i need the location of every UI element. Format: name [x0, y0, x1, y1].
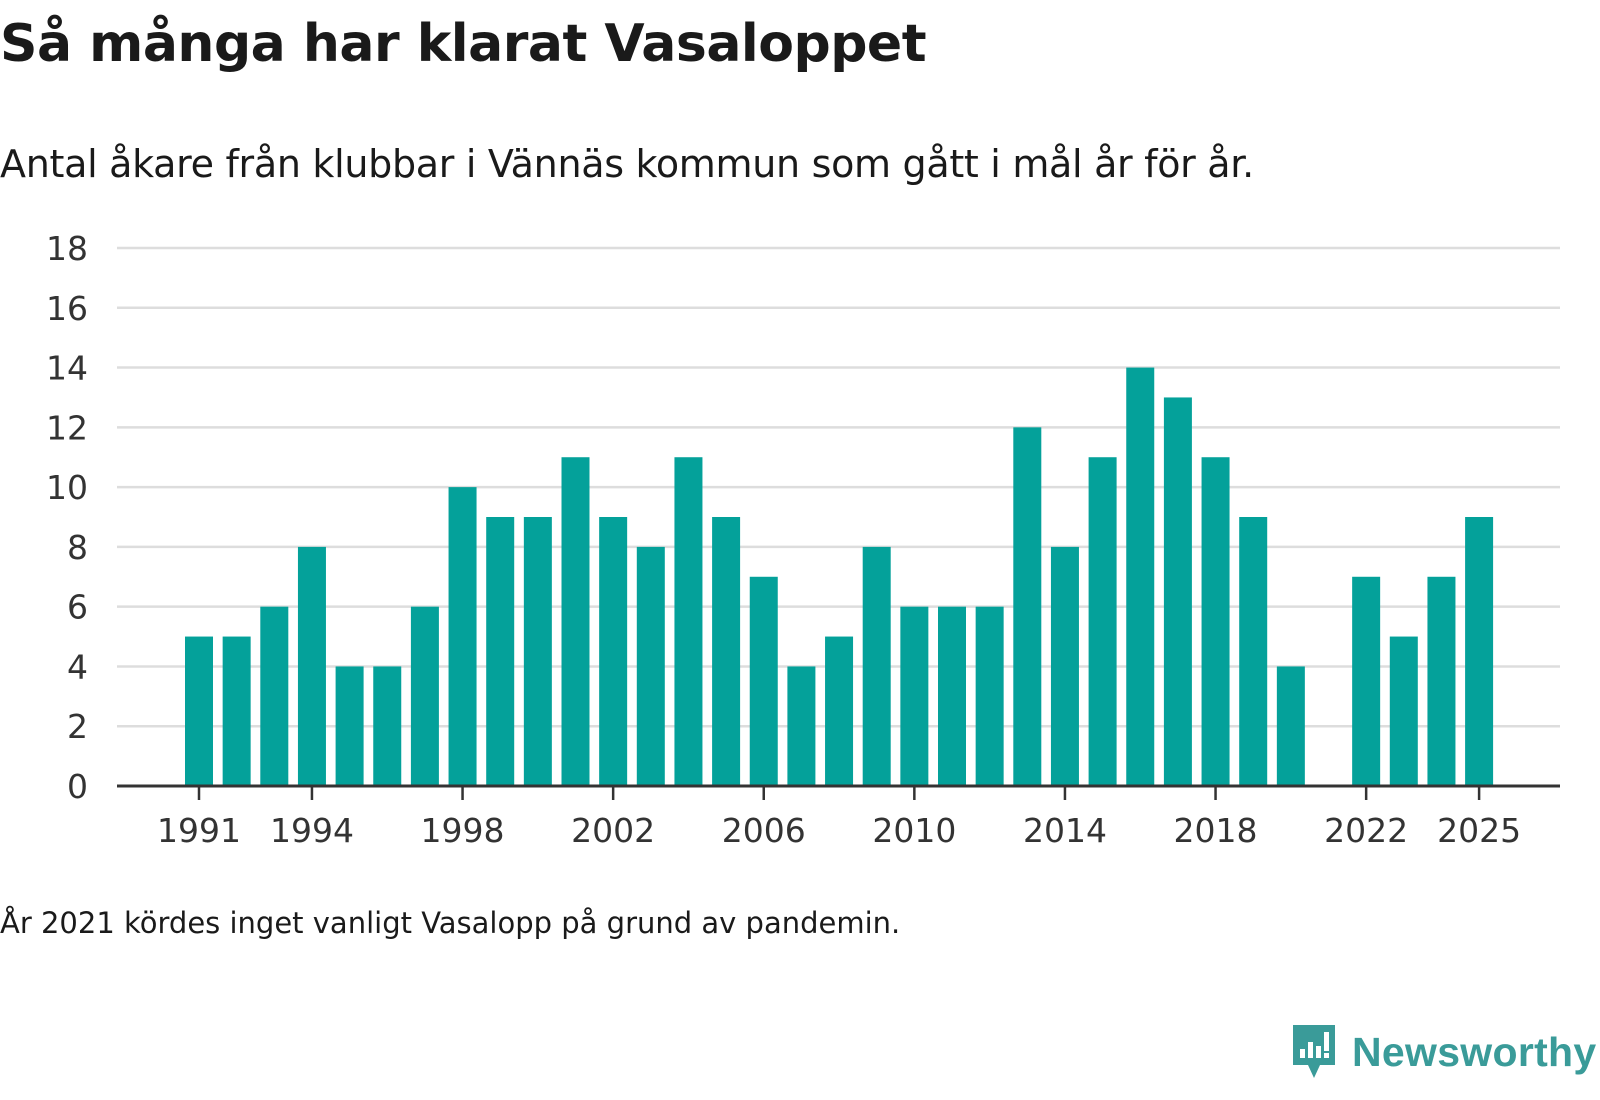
bar-2020: [1276, 666, 1305, 786]
y-tick-label: 16: [46, 289, 88, 328]
bar-1994: [297, 546, 326, 786]
bar-2009: [862, 546, 891, 786]
y-tick-label: 8: [67, 528, 88, 567]
bar-2022: [1352, 576, 1381, 786]
bar-2005: [712, 517, 741, 786]
bar-1992: [222, 636, 251, 786]
bar-1999: [486, 517, 515, 786]
chart-subtitle: Antal åkare från klubbar i Vännäs kommun…: [0, 142, 1254, 186]
y-tick-label: 4: [67, 647, 88, 686]
x-tick-label: 2006: [722, 811, 806, 850]
bar-1998: [448, 487, 477, 786]
x-tick-label: 2002: [571, 811, 655, 850]
y-tick-label: 14: [46, 349, 88, 388]
bar-2008: [825, 636, 854, 786]
bar-2014: [1050, 546, 1079, 786]
x-tick-labels: 1991 1994 1998 2002 2006 2010 2014 2018 2022 2025: [157, 811, 1521, 850]
bar-2019: [1239, 517, 1268, 786]
bar-2024: [1427, 576, 1456, 786]
bar-2006: [749, 576, 778, 786]
bar-2013: [1013, 427, 1042, 786]
y-tick-label: 12: [46, 408, 88, 447]
bar-2007: [787, 666, 816, 786]
chart-title: Så många har klarat Vasaloppet: [0, 14, 927, 74]
bar-2023: [1389, 636, 1418, 786]
x-tick-label: 2018: [1174, 811, 1258, 850]
brand-name: Newsworthy: [1352, 1028, 1597, 1075]
bar-1991: [185, 636, 213, 786]
x-tick-label: 1998: [421, 811, 505, 850]
y-tick-labels: 0 2 4 6 8 10 12 14 16 18: [46, 229, 88, 806]
x-tick-label: 2010: [872, 811, 956, 850]
bar-2015: [1088, 457, 1117, 786]
x-tick-label: 2014: [1023, 811, 1107, 850]
bar-2000: [523, 517, 552, 786]
bar-2017: [1163, 397, 1192, 786]
y-tick-label: 6: [67, 588, 88, 627]
bar-2003: [636, 546, 665, 786]
bar-2012: [975, 606, 1004, 786]
bar-2001: [561, 457, 590, 786]
bar-chart: 0 2 4 6 8 10 12 14 16 18 1991 1994 1998 2002 2006 2010…: [46, 229, 1560, 850]
bar-1995: [335, 666, 364, 786]
y-tick-label: 10: [46, 468, 88, 507]
y-tick-label: 2: [67, 707, 88, 746]
gridlines: [117, 246, 1560, 728]
x-tick-label: 1991: [157, 811, 241, 850]
x-tick-label: 2025: [1437, 811, 1521, 850]
bars: [185, 367, 1494, 786]
bar-2016: [1126, 367, 1155, 786]
y-tick-label: 0: [67, 767, 88, 806]
y-tick-label: 18: [46, 229, 88, 268]
bar-1993: [260, 606, 289, 786]
bar-1996: [373, 666, 402, 786]
x-axis: [117, 784, 1560, 800]
bar-2018: [1201, 457, 1230, 786]
footnote: År 2021 kördes inget vanligt Vasalopp på…: [0, 906, 901, 940]
newsworthy-icon: [1293, 1025, 1335, 1078]
brand-logo: Newsworthy: [1290, 1022, 1597, 1082]
bar-2011: [938, 606, 966, 786]
bar-2004: [674, 457, 703, 786]
bar-1997: [410, 606, 439, 786]
bar-2002: [599, 517, 628, 786]
bar-2025: [1465, 517, 1494, 786]
bar-2010: [900, 606, 929, 786]
x-tick-label: 1994: [270, 811, 354, 850]
x-tick-label: 2022: [1324, 811, 1408, 850]
